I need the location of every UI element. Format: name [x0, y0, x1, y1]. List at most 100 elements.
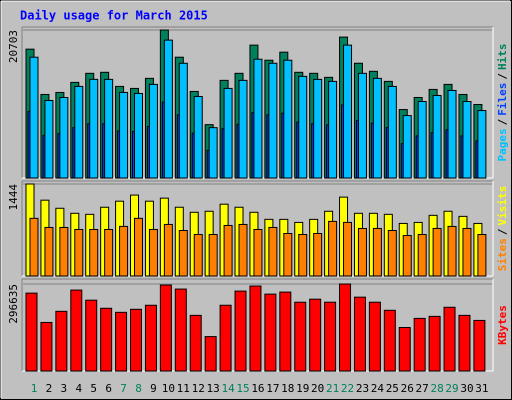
bar [208, 127, 218, 179]
bar [328, 80, 338, 179]
bar [357, 72, 367, 179]
bar [148, 83, 158, 179]
x-tick-label: 28 [430, 382, 443, 395]
bar [115, 311, 128, 372]
x-tick-label: 26 [401, 382, 414, 395]
bar [104, 228, 114, 277]
x-tick-label: 5 [90, 382, 97, 395]
bar [159, 284, 172, 372]
x-tick-label: 20 [311, 382, 324, 395]
bar [339, 283, 352, 372]
legend-entry: Files [496, 83, 509, 116]
bar [402, 115, 412, 179]
bar [343, 44, 353, 179]
bar [417, 234, 427, 277]
bar [432, 94, 442, 179]
bar [372, 77, 382, 179]
x-tick-label: 3 [61, 382, 68, 395]
x-tick-label: 11 [177, 382, 190, 395]
bar [447, 89, 457, 179]
bar [473, 319, 486, 372]
bar [253, 228, 263, 277]
bar [44, 226, 54, 277]
bar [428, 315, 441, 372]
bar [477, 110, 487, 179]
bar [144, 304, 157, 372]
bar [223, 87, 233, 179]
bar [25, 292, 38, 372]
bar [264, 293, 277, 372]
y-tick-label: 20703 [7, 30, 20, 63]
bar [55, 310, 68, 372]
bar [223, 224, 233, 277]
bar [368, 301, 381, 372]
legend-entry: Pages [496, 128, 509, 161]
x-tick-label: 13 [207, 382, 220, 395]
bar [328, 220, 338, 277]
bar [253, 58, 263, 179]
x-tick-label: 12 [192, 382, 205, 395]
bar [432, 227, 442, 277]
bar [398, 327, 411, 372]
bar [174, 288, 187, 372]
chart-title: Daily usage for March 2015 [20, 9, 208, 23]
x-tick-label: 10 [162, 382, 175, 395]
bar [372, 227, 382, 277]
bar [193, 95, 203, 179]
bar [89, 228, 99, 277]
bar [238, 223, 248, 277]
bar [298, 75, 308, 179]
bar [29, 56, 39, 179]
bar [447, 225, 457, 277]
x-tick-label: 4 [75, 382, 82, 395]
legend-separator: / [496, 228, 509, 235]
legend: KBytes [496, 305, 509, 345]
bar [343, 221, 353, 277]
bar [148, 228, 158, 277]
bar [59, 96, 69, 179]
bar [417, 101, 427, 179]
x-tick-label: 27 [416, 382, 429, 395]
y-tick-label: 296635 [7, 284, 20, 324]
bar [163, 223, 173, 277]
bar [208, 234, 218, 277]
x-tick-label: 24 [371, 382, 385, 395]
bar [294, 301, 307, 372]
bar [357, 227, 367, 277]
bar [100, 307, 113, 372]
x-tick-label: 31 [475, 382, 488, 395]
bar [44, 100, 54, 179]
legend-separator: / [496, 118, 509, 125]
bar [178, 62, 188, 179]
bar [119, 91, 129, 179]
x-tick-label: 14 [221, 382, 235, 395]
bar [387, 230, 397, 277]
bar [279, 291, 292, 372]
bar [178, 230, 188, 277]
bar [130, 308, 143, 372]
bar [163, 39, 173, 179]
bar [324, 301, 337, 372]
legend-separator: / [496, 73, 509, 80]
x-tick-label: 1 [31, 382, 38, 395]
x-tick-label: 19 [296, 382, 309, 395]
bar [309, 298, 322, 372]
bar [134, 92, 144, 179]
x-tick-label: 17 [266, 382, 279, 395]
bar [29, 217, 39, 277]
legend-entry: Visits [496, 186, 509, 226]
bar [234, 290, 247, 372]
bar [477, 234, 487, 277]
bar [353, 296, 366, 372]
bar [89, 78, 99, 179]
bar [59, 226, 69, 277]
x-tick-label: 18 [281, 382, 294, 395]
x-tick-label: 7 [120, 382, 127, 395]
bar [458, 314, 471, 372]
bar [462, 227, 472, 277]
bar [313, 233, 323, 277]
bar [268, 226, 278, 277]
bar [462, 101, 472, 179]
legend: Pages / Files / Hits [496, 44, 509, 162]
